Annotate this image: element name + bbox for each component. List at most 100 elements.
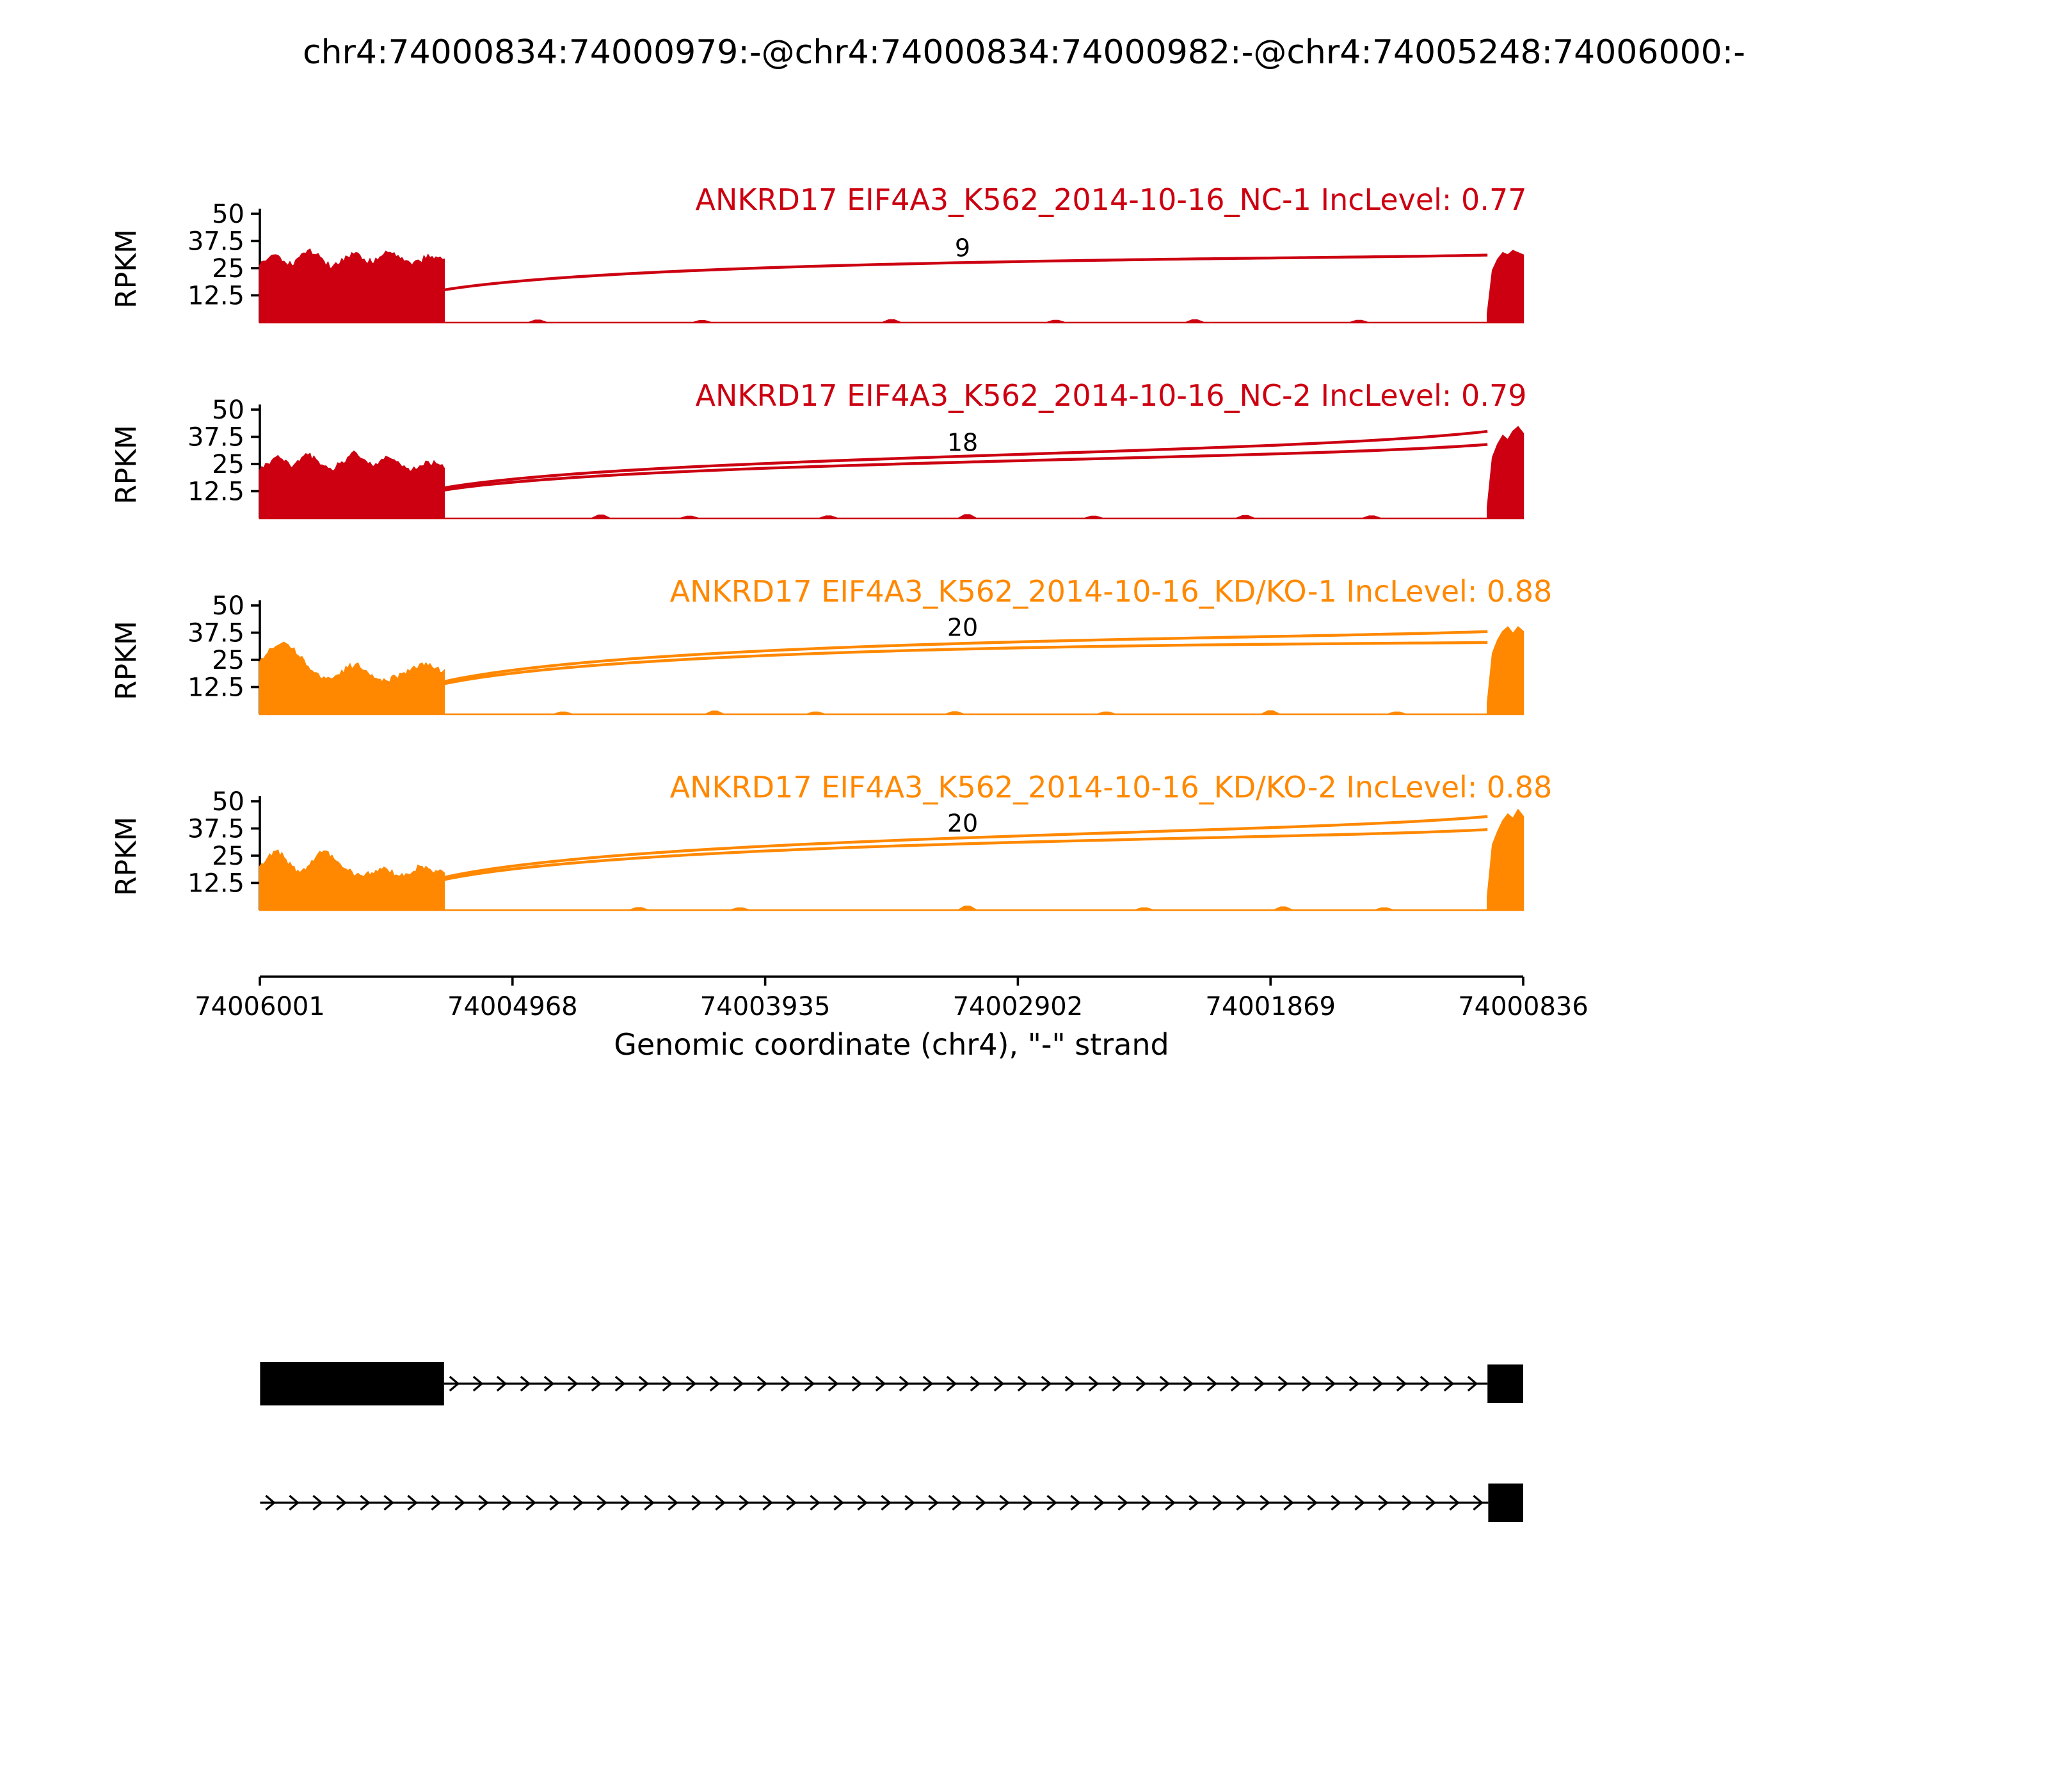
strand-arrow-icon [668, 1494, 678, 1511]
strand-arrow-icon [567, 1375, 579, 1392]
junction-count: 18 [947, 429, 978, 457]
strand-arrow-icon [899, 1375, 910, 1392]
strand-arrow-icon [383, 1494, 394, 1511]
strand-arrow-icon [543, 1375, 555, 1392]
strand-arrow-icon [1283, 1494, 1294, 1511]
track-label: ANKRD17 EIF4A3_K562_2014-10-16_KD/KO-2 I… [670, 770, 1553, 804]
strand-arrow-icon [454, 1494, 465, 1511]
junction-arc [444, 429, 1488, 490]
y-tick-label: 12.5 [188, 869, 244, 899]
strand-arrow-icon [265, 1494, 276, 1511]
strand-arrow-icon [1402, 1494, 1412, 1511]
strand-arrow-icon [549, 1494, 560, 1511]
strand-arrow-icon [1041, 1375, 1052, 1392]
y-tick-label: 25 [212, 842, 244, 871]
strand-arrow-icon [881, 1494, 892, 1511]
strand-arrow-icon [496, 1375, 508, 1392]
x-axis: 74006001 74004968 74003935 74002902 74001869… [195, 975, 1588, 1062]
strand-arrow-icon [952, 1494, 963, 1511]
y-tick-label: 25 [212, 450, 244, 479]
strand-arrow-icon [1064, 1375, 1076, 1392]
coverage-profile [259, 626, 1524, 716]
strand-arrow-icon [1112, 1375, 1123, 1392]
strand-arrow-icon [739, 1494, 749, 1511]
x-tick-label: 74000836 [1458, 992, 1588, 1021]
strand-arrow-icon [1301, 1375, 1313, 1392]
strand-arrow-icon [1188, 1494, 1199, 1511]
strand-arrow-icon [946, 1375, 957, 1392]
coverage-profile [259, 808, 1524, 911]
strand-arrow-icon [312, 1494, 323, 1511]
strand-arrow-icon [851, 1375, 863, 1392]
exon-box [1488, 1484, 1523, 1522]
strand-arrow-icon [1183, 1375, 1194, 1392]
strand-arrow-icon [478, 1494, 489, 1511]
strand-arrow-icon [1254, 1375, 1265, 1392]
track-label: ANKRD17 EIF4A3_K562_2014-10-16_NC-1 IncL… [696, 182, 1527, 217]
x-tick-label: 74003935 [700, 992, 831, 1021]
junction-arc [444, 253, 1488, 292]
x-tick-label: 74001869 [1205, 992, 1336, 1021]
strand-arrow-icon [1046, 1494, 1057, 1511]
strand-arrow-icon [1135, 1375, 1147, 1392]
strand-arrow-icon [1094, 1494, 1105, 1511]
junction-arc [444, 443, 1488, 492]
strand-arrow-icon [336, 1494, 347, 1511]
strand-arrow-icon [407, 1494, 418, 1511]
y-tick-label: 50 [212, 787, 244, 817]
coverage-profile [259, 248, 1524, 324]
strand-arrow-icon [289, 1494, 300, 1511]
strand-arrow-icon [1449, 1494, 1460, 1511]
strand-arrow-icon [922, 1375, 934, 1392]
strand-arrow-icon [662, 1375, 673, 1392]
strand-arrow-icon [472, 1375, 484, 1392]
y-tick-label: 25 [212, 254, 244, 284]
y-tick-label: 37.5 [188, 619, 244, 648]
y-tick-label: 37.5 [188, 815, 244, 844]
strand-arrow-icon [833, 1494, 844, 1511]
strand-arrow-icon [449, 1375, 460, 1392]
y-tick-label: 50 [212, 200, 244, 229]
exon-box [260, 1362, 444, 1405]
plot-title: chr4:74000834:74000979:-@chr4:74000834:7… [302, 33, 1746, 72]
y-axis-title: RPKM [110, 229, 143, 308]
y-tick-label: 25 [212, 646, 244, 675]
strand-arrow-icon [1307, 1494, 1318, 1511]
strand-arrow-icon [857, 1494, 868, 1511]
strand-arrow-icon [999, 1494, 1010, 1511]
strand-arrow-icon [614, 1375, 626, 1392]
strand-arrow-icon [733, 1375, 744, 1392]
strand-arrow-icon [1159, 1375, 1171, 1392]
x-tick-label: 74002902 [953, 992, 1084, 1021]
strand-arrow-icon [715, 1494, 726, 1511]
strand-arrow-icon [1023, 1494, 1034, 1511]
strand-arrow-icon [691, 1494, 702, 1511]
strand-arrow-icon [993, 1375, 1005, 1392]
strand-arrow-icon [638, 1375, 650, 1392]
strand-arrow-icon [596, 1494, 607, 1511]
strand-arrow-icon [1260, 1494, 1270, 1511]
track-label: ANKRD17 EIF4A3_K562_2014-10-16_KD/KO-1 I… [670, 574, 1553, 609]
junction-arc [444, 815, 1488, 879]
y-tick-label: 12.5 [188, 673, 244, 703]
y-tick-label: 37.5 [188, 227, 244, 257]
strand-arrow-icon [1443, 1375, 1455, 1392]
strand-arrow-icon [1088, 1375, 1100, 1392]
y-tick-label: 37.5 [188, 423, 244, 452]
x-tick-label: 74004968 [447, 992, 578, 1021]
strand-arrow-icon [1165, 1494, 1176, 1511]
strand-arrow-icon [975, 1494, 986, 1511]
strand-arrow-icon [360, 1494, 371, 1511]
junction-count: 20 [947, 614, 978, 642]
y-tick-label: 50 [212, 396, 244, 425]
strand-arrow-icon [762, 1494, 773, 1511]
strand-arrow-icon [1331, 1494, 1341, 1511]
strand-arrow-icon [520, 1375, 531, 1392]
x-tick-label: 74006001 [195, 992, 325, 1021]
strand-arrow-icon [1354, 1494, 1365, 1511]
strand-arrow-icon [1425, 1494, 1436, 1511]
strand-arrow-icon [573, 1494, 584, 1511]
strand-arrow-icon [970, 1375, 981, 1392]
